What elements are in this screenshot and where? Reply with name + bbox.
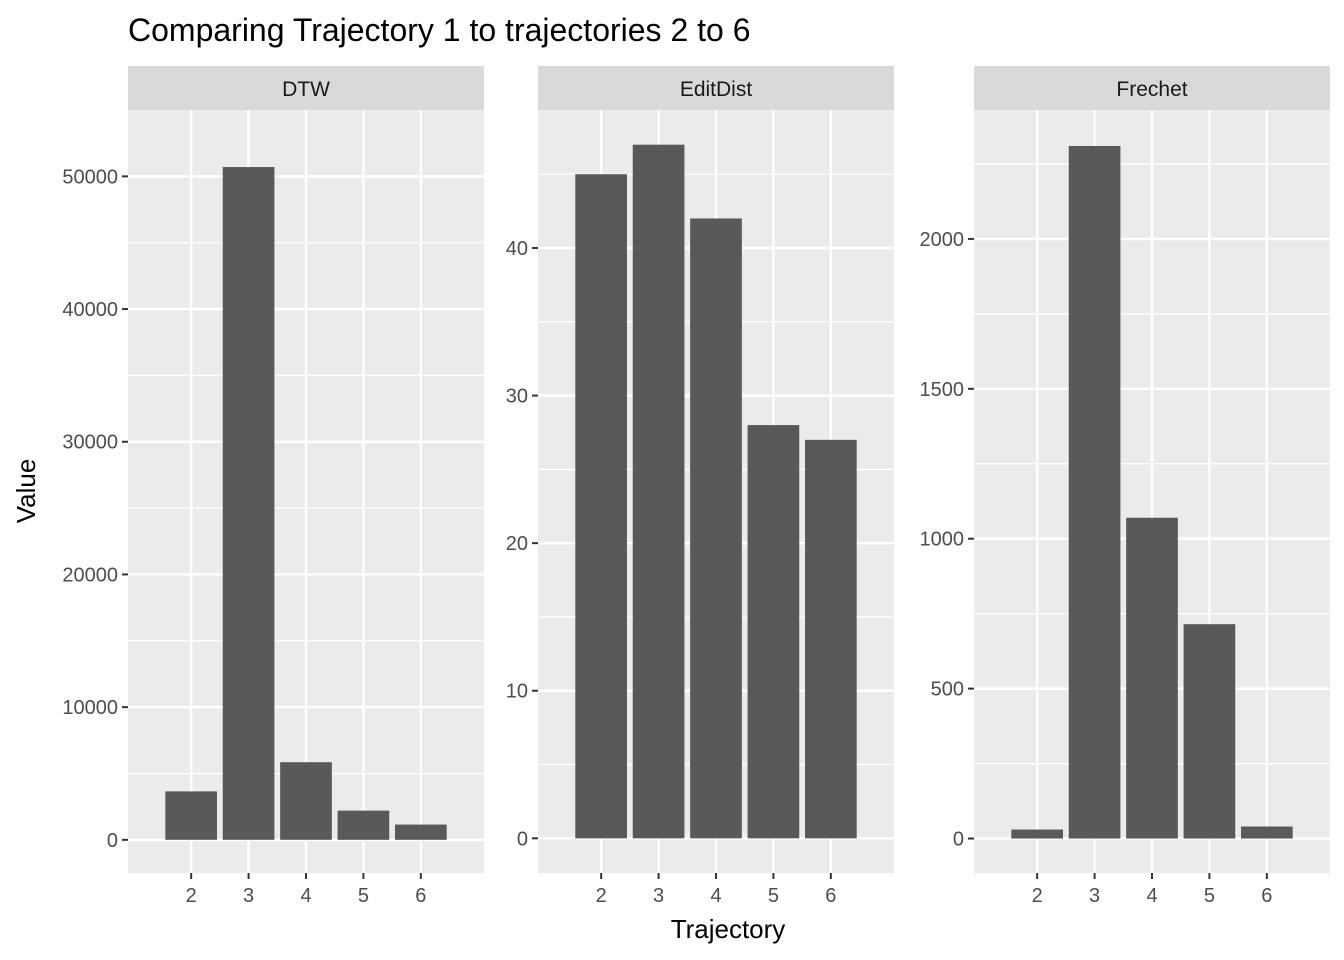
y-tick-label: 2000 <box>920 229 965 251</box>
bar-trajectory-4 <box>690 218 742 839</box>
x-tick-label: 3 <box>653 885 664 907</box>
x-tick-label: 4 <box>710 885 721 907</box>
bar-trajectory-2 <box>575 174 627 839</box>
bar-trajectory-2 <box>165 791 217 840</box>
y-tick-label: 40 <box>506 238 528 260</box>
x-tick-label: 5 <box>768 885 779 907</box>
y-tick-label: 30 <box>506 386 528 408</box>
bar-trajectory-5 <box>747 425 800 839</box>
y-tick-label: 20000 <box>62 564 118 586</box>
bar-trajectory-6 <box>1241 826 1293 839</box>
y-tick-label: 20 <box>506 533 528 555</box>
y-tick-label: 10 <box>506 681 528 703</box>
chart-title: Comparing Trajectory 1 to trajectories 2… <box>128 12 751 48</box>
facet-strip <box>538 66 894 110</box>
x-tick-label: 2 <box>186 885 197 907</box>
facet-strip-label: EditDist <box>680 78 753 101</box>
bar-trajectory-6 <box>395 824 447 840</box>
x-axis-title: Trajectory <box>671 914 786 944</box>
bar-trajectory-5 <box>337 810 390 840</box>
y-tick-label: 50000 <box>62 166 118 188</box>
facet-panel-dtw: DTW 0 10000 20000 30000 40000 50000 2 3 4 5 6 <box>62 66 484 907</box>
facet-panel-editdist: EditDist 0 10 20 30 40 2 3 4 5 6 <box>506 66 894 907</box>
x-tick-label: 3 <box>1089 885 1100 907</box>
y-tick-label: 0 <box>953 829 964 851</box>
facet-strip <box>974 66 1330 110</box>
facet-panel-frechet: Frechet 0 500 1000 1500 2000 2 3 4 5 6 <box>920 66 1330 907</box>
bar-trajectory-4 <box>1126 517 1178 839</box>
y-tick-label: 40000 <box>62 299 118 321</box>
x-tick-label: 5 <box>1204 885 1215 907</box>
x-tick-label: 4 <box>300 885 311 907</box>
x-tick-label: 6 <box>1261 885 1272 907</box>
bar-trajectory-3 <box>632 144 685 839</box>
x-tick-label: 2 <box>596 885 607 907</box>
bar-trajectory-5 <box>1183 624 1236 839</box>
x-tick-label: 4 <box>1146 885 1157 907</box>
y-tick-label: 0 <box>107 830 118 852</box>
y-tick-label: 1000 <box>920 529 965 551</box>
y-tick-label: 0 <box>517 828 528 850</box>
y-tick-label: 1500 <box>920 379 965 401</box>
x-tick-label: 3 <box>243 885 254 907</box>
bar-trajectory-2 <box>1011 829 1063 839</box>
bar-trajectory-3 <box>1068 145 1121 839</box>
x-tick-label: 5 <box>358 885 369 907</box>
facet-strip <box>128 66 484 110</box>
bar-trajectory-6 <box>805 439 857 839</box>
facet-strip-label: Frechet <box>1116 78 1187 101</box>
x-tick-label: 6 <box>415 885 426 907</box>
y-tick-label: 500 <box>931 679 964 701</box>
y-tick-label: 30000 <box>62 432 118 454</box>
y-axis-title: Value <box>11 459 41 524</box>
facet-strip-label: DTW <box>282 78 330 101</box>
y-tick-label: 10000 <box>62 697 118 719</box>
x-tick-label: 2 <box>1032 885 1043 907</box>
x-tick-label: 6 <box>825 885 836 907</box>
bar-trajectory-4 <box>280 762 332 840</box>
bar-trajectory-3 <box>222 167 275 840</box>
